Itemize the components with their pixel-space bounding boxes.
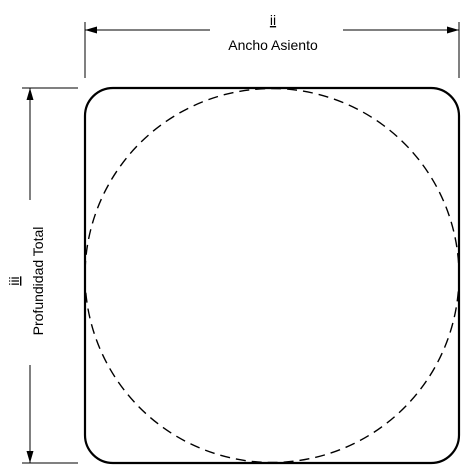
depth-code: iii — [6, 276, 22, 285]
width-arrow-right — [447, 26, 459, 34]
depth-arrow-bottom — [26, 451, 34, 463]
seat-outline — [83, 86, 461, 465]
seat-dashed-circle — [84, 87, 460, 464]
depth-arrow-top — [26, 88, 34, 100]
depth-dimension: Profundidad Total iii — [6, 87, 78, 464]
width-label: Ancho Asiento — [228, 37, 318, 53]
width-dimension: ii Ancho Asiento — [84, 12, 460, 78]
width-code: ii — [270, 12, 276, 28]
width-arrow-left — [85, 26, 97, 34]
depth-label: Profundidad Total — [30, 227, 46, 336]
